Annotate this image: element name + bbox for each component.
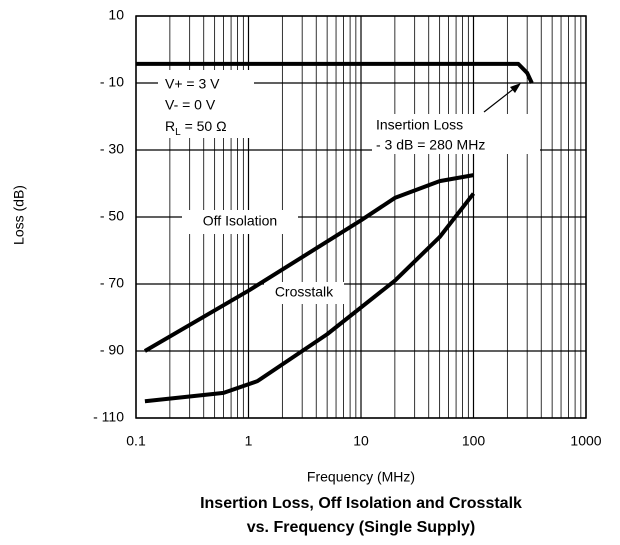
y-axis-label: Loss (dB) [11,185,27,245]
chart-title: vs. Frequency (Single Supply) [247,519,476,536]
annotation: RL = 50 Ω [165,118,227,138]
label-background [372,114,540,154]
x-tick-label: 1000 [570,433,601,449]
series-line [144,192,476,404]
arrow-line [483,86,517,113]
label-background [182,210,298,234]
annotation: V- = 0 V [165,97,216,113]
y-tick-label: - 90 [100,342,124,358]
label-background [264,282,344,304]
annotation: - 3 dB = 280 MHz [376,137,485,153]
chart-title: Insertion Loss, Off Isolation and Crosst… [200,495,522,512]
annotation-part: = 50 Ω [181,118,227,134]
y-tick-label: - 70 [100,275,124,291]
y-tick-label: - 50 [100,208,124,224]
x-tick-label: 0.1 [126,433,146,449]
x-tick-label: 10 [353,433,369,449]
y-tick-label: - 10 [100,74,124,90]
series-line [143,173,474,353]
y-tick-label: 10 [108,7,124,23]
annotation-part: R [165,118,175,134]
arrow-head [510,83,521,93]
series-label: Off Isolation [203,213,277,229]
x-tick-label: 1 [245,433,253,449]
series-line [136,61,534,84]
x-axis-label: Frequency (MHz) [307,469,415,485]
annotation: Insertion Loss [376,117,463,133]
label-background [158,70,254,138]
x-tick-label: 100 [462,433,486,449]
y-tick-label: - 110 [93,409,124,425]
series-label: Crosstalk [275,284,334,300]
annotation: V+ = 3 V [165,76,220,92]
plot-frame [135,15,587,419]
annotation-part: L [175,127,181,138]
y-tick-label: - 30 [100,141,124,157]
